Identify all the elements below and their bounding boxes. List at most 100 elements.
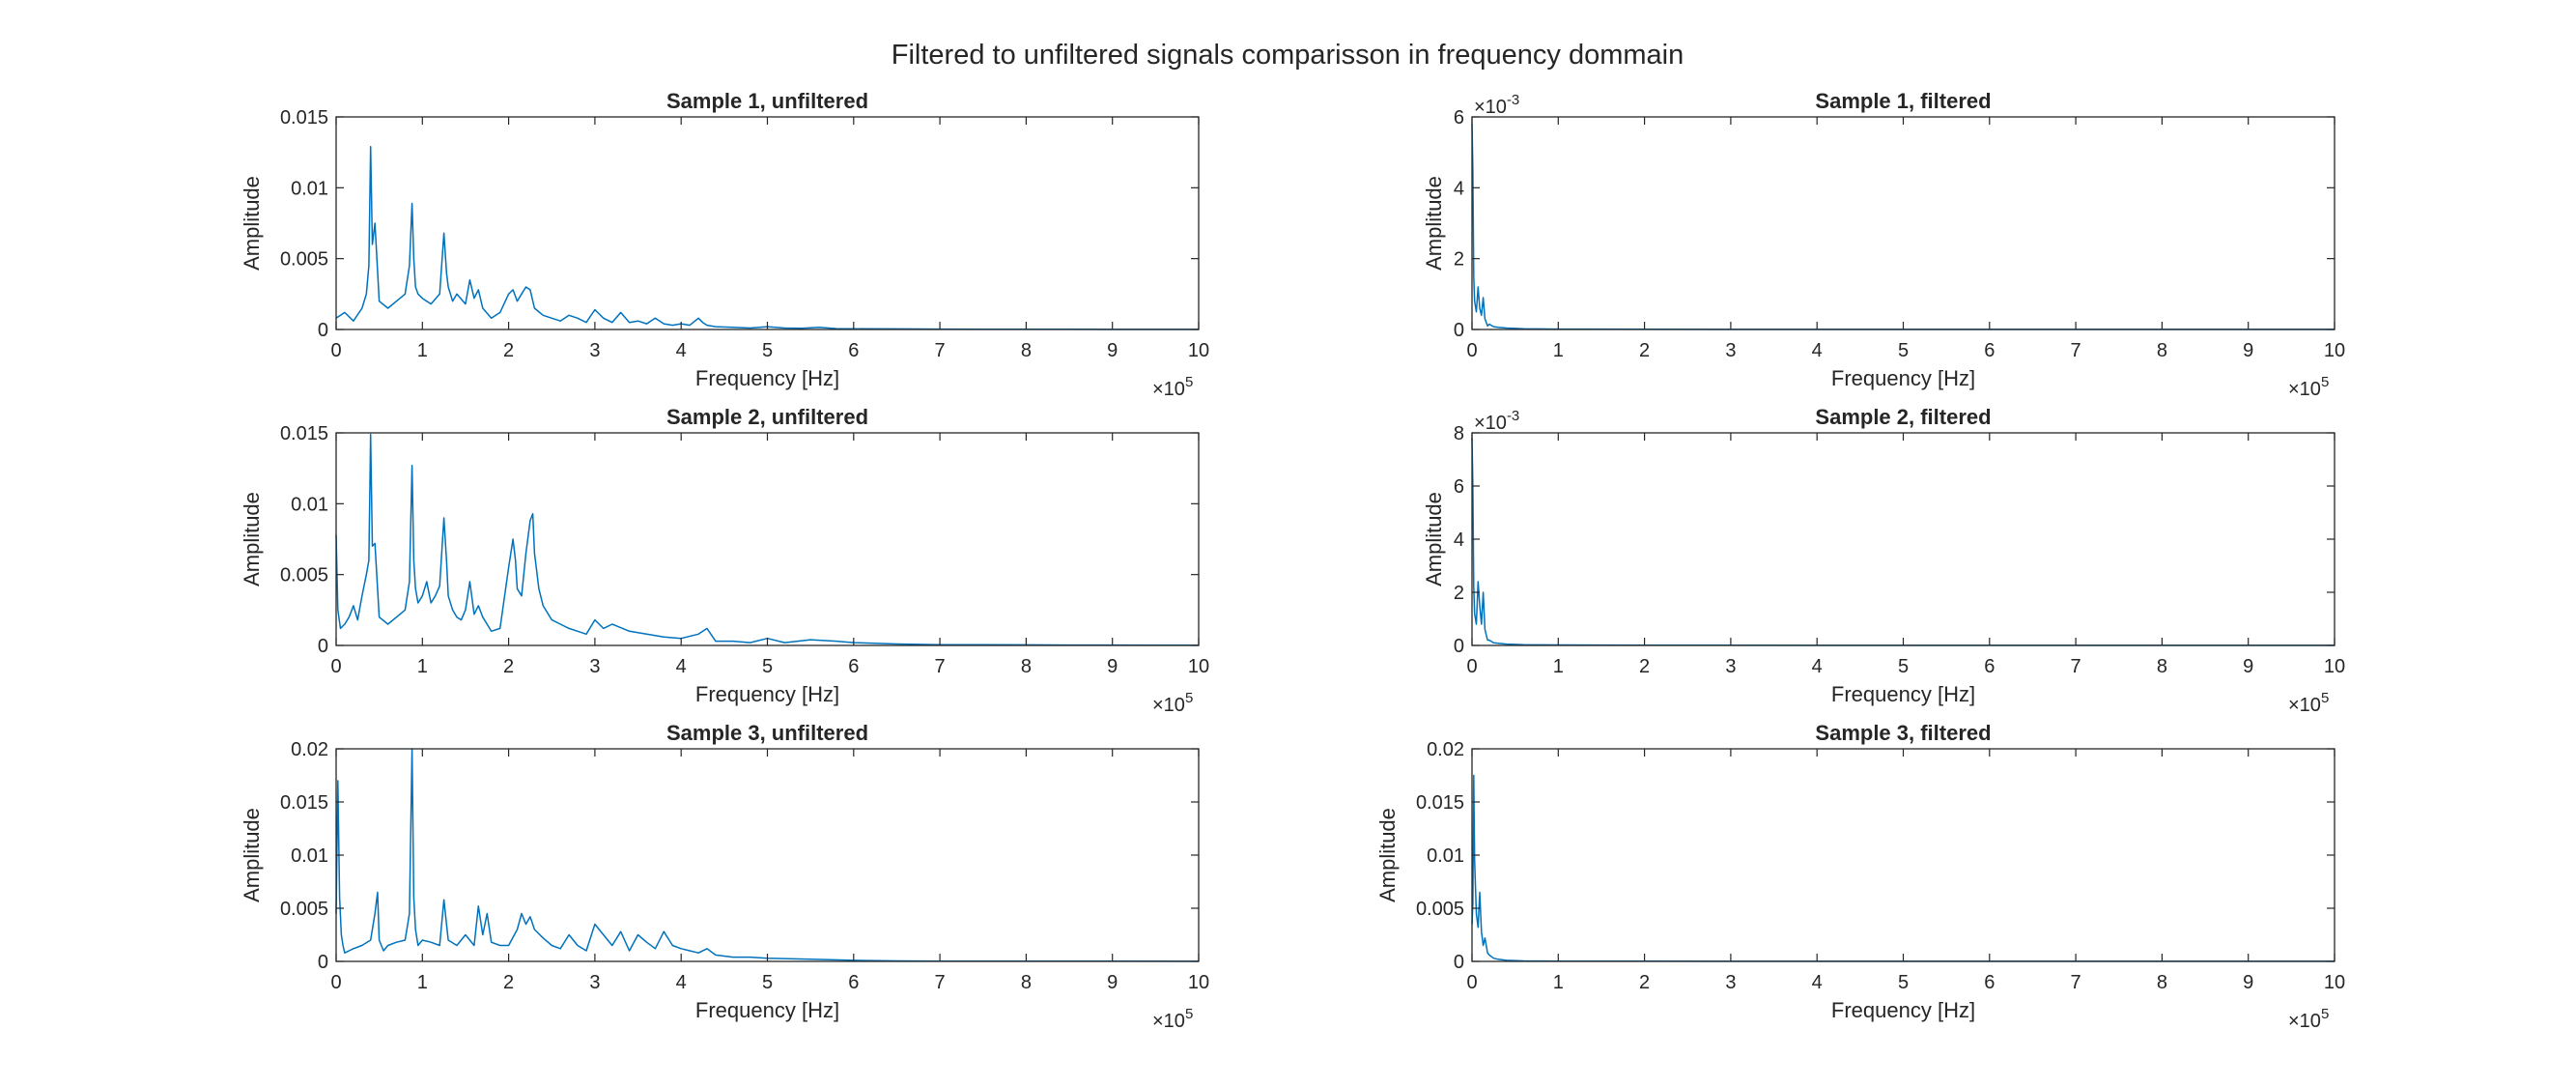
- y-exponent-label: ×10-3: [1474, 408, 1519, 434]
- x-tick-label: 10: [1188, 972, 1209, 993]
- x-tick-label: 1: [417, 972, 428, 993]
- x-tick-label: 4: [676, 340, 687, 361]
- x-axis-label: Frequency [Hz]: [1831, 682, 1975, 706]
- axes-box: [335, 432, 1200, 646]
- x-tick-label: 3: [589, 340, 600, 361]
- x-tick-label: 0: [1466, 340, 1477, 361]
- x-tick-label: 3: [1725, 340, 1736, 361]
- x-tick-label: 0: [1466, 972, 1477, 993]
- y-tick-label: 8: [1454, 423, 1464, 444]
- x-tick-label: 9: [2243, 340, 2253, 361]
- x-tick-label: 4: [1812, 972, 1823, 993]
- x-tick-label: 9: [1107, 340, 1118, 361]
- x-axis-label: Frequency [Hz]: [695, 998, 839, 1022]
- x-tick-label: 5: [1898, 972, 1909, 993]
- y-tick-label: 0.005: [280, 899, 328, 920]
- subplot-title: Sample 3, unfiltered: [666, 721, 868, 745]
- subplot-title: Sample 2, unfiltered: [666, 405, 868, 429]
- x-tick-label: 0: [1466, 656, 1477, 677]
- x-axis-label: Frequency [Hz]: [1831, 366, 1975, 390]
- series-line-1-1: [335, 146, 1199, 330]
- x-tick-label: 7: [935, 340, 946, 361]
- x-tick-label: 10: [2324, 972, 2345, 993]
- subplot-6: 0 1 2 3 4 5 6 7 8 9 10 0 0.005 0.01 0.015 0.02 Sample 3,…: [1375, 721, 2345, 1032]
- x-tick-label: 5: [1898, 656, 1909, 677]
- y-tick-label: 0.015: [280, 423, 328, 444]
- series-line-4-1: [1471, 438, 2335, 646]
- x-exponent-label: ×105: [2288, 374, 2329, 400]
- y-tick-label: 0: [1454, 320, 1464, 341]
- y-exponent-label: ×10-3: [1474, 92, 1519, 118]
- x-tick-label: 10: [1188, 656, 1209, 677]
- y-tick-label: 0.02: [1427, 739, 1464, 760]
- x-tick-label: 1: [417, 340, 428, 361]
- y-tick-label: 0.005: [1416, 899, 1464, 920]
- y-tick-label: 0.015: [280, 792, 328, 814]
- x-tick-label: 3: [589, 656, 600, 677]
- y-tick-label: 0: [318, 636, 328, 657]
- x-tick-label: 8: [1021, 656, 1032, 677]
- x-tick-label: 6: [848, 656, 859, 677]
- y-tick-label: 2: [1454, 583, 1464, 604]
- y-tick-label: 6: [1454, 476, 1464, 498]
- x-tick-label: 0: [330, 340, 341, 361]
- x-tick-label: 2: [1639, 340, 1650, 361]
- x-tick-label: 6: [848, 972, 859, 993]
- series-line-6-1: [1471, 774, 2335, 962]
- y-tick-label: 2: [1454, 249, 1464, 271]
- x-tick-label: 9: [2243, 972, 2253, 993]
- y-tick-label: 0.005: [280, 249, 328, 271]
- x-tick-label: 7: [935, 656, 946, 677]
- x-tick-label: 8: [2157, 340, 2167, 361]
- x-tick-label: 4: [1812, 656, 1823, 677]
- y-tick-label: 0.015: [1416, 792, 1464, 814]
- x-exponent-label: ×105: [2288, 1006, 2329, 1032]
- x-tick-label: 2: [503, 656, 514, 677]
- y-axis-label: Amplitude: [240, 176, 264, 271]
- x-axis-label: Frequency [Hz]: [695, 682, 839, 706]
- x-tick-label: 0: [330, 656, 341, 677]
- x-tick-label: 9: [2243, 656, 2253, 677]
- subplot-title: Sample 2, filtered: [1815, 405, 1991, 429]
- subplot-title: Sample 1, unfiltered: [666, 89, 868, 113]
- axes-box: [1471, 748, 2335, 962]
- x-tick-label: 6: [1984, 656, 1995, 677]
- axes-box: [1471, 116, 2335, 330]
- x-tick-label: 10: [2324, 656, 2345, 677]
- x-tick-label: 4: [1812, 340, 1823, 361]
- x-tick-label: 1: [417, 656, 428, 677]
- x-tick-label: 4: [676, 972, 687, 993]
- subplot-4: 0 1 2 3 4 5 6 7 8 9 10 0 2 4 6 8 Sample 2, filtered Frequ…: [1422, 405, 2345, 716]
- axes-box: [335, 748, 1200, 962]
- axes-box: [335, 116, 1200, 330]
- y-tick-label: 4: [1454, 178, 1464, 199]
- x-exponent-label: ×105: [2288, 690, 2329, 716]
- x-exponent-label: ×105: [1152, 690, 1193, 716]
- y-tick-label: 0: [1454, 952, 1464, 973]
- x-tick-label: 10: [1188, 340, 1209, 361]
- x-tick-label: 5: [762, 340, 773, 361]
- y-axis-label: Amplitude: [1375, 808, 1400, 902]
- y-tick-label: 0: [318, 320, 328, 341]
- y-tick-label: 0.02: [291, 739, 328, 760]
- x-tick-label: 2: [503, 972, 514, 993]
- y-tick-label: 0.01: [291, 845, 328, 867]
- x-tick-label: 5: [1898, 340, 1909, 361]
- y-tick-label: 4: [1454, 529, 1464, 551]
- y-tick-label: 0.01: [291, 178, 328, 199]
- subplot-3: 0 1 2 3 4 5 6 7 8 9 10 0 0.005 0.01 0.015 Sample 2, unf…: [240, 405, 1209, 716]
- y-tick-label: 0: [318, 952, 328, 973]
- x-tick-label: 2: [1639, 972, 1650, 993]
- x-tick-label: 8: [2157, 972, 2167, 993]
- x-tick-label: 1: [1553, 656, 1564, 677]
- x-tick-label: 7: [2071, 340, 2081, 361]
- x-tick-label: 6: [1984, 340, 1995, 361]
- x-tick-label: 7: [2071, 972, 2081, 993]
- x-tick-label: 7: [2071, 656, 2081, 677]
- y-axis-label: Amplitude: [240, 808, 264, 902]
- subplot-5: 0 1 2 3 4 5 6 7 8 9 10 0 0.005 0.01 0.015 0.02 Sample 3,…: [240, 721, 1209, 1032]
- subplot-title: Sample 1, filtered: [1815, 89, 1991, 113]
- axes-box: [1471, 432, 2335, 646]
- y-tick-label: 0.005: [280, 565, 328, 586]
- x-tick-label: 0: [330, 972, 341, 993]
